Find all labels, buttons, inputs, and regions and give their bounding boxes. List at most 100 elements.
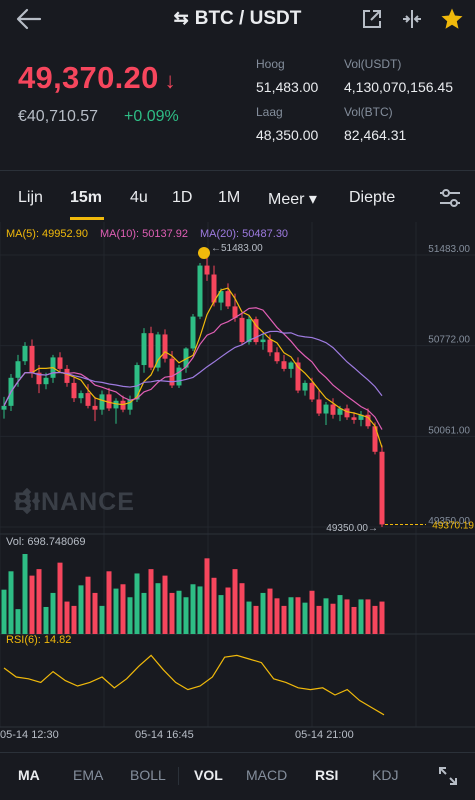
candle-body xyxy=(344,408,350,418)
candle-body xyxy=(358,414,364,420)
volume-bar xyxy=(134,573,140,634)
candle-body xyxy=(127,399,133,410)
indicator-kdj[interactable]: KDJ xyxy=(372,767,399,783)
share-icon[interactable] xyxy=(359,6,385,32)
volume-bar xyxy=(351,606,357,634)
indicator-ma[interactable]: MA xyxy=(18,767,40,783)
divider xyxy=(178,767,179,785)
volume-bar xyxy=(183,597,189,634)
indicator-boll[interactable]: BOLL xyxy=(130,767,166,783)
candle-body xyxy=(78,393,84,399)
candle-body xyxy=(169,358,175,386)
volume-bar xyxy=(372,605,378,634)
volume-bar xyxy=(106,571,112,634)
volume-bar xyxy=(204,558,210,634)
volume-bar xyxy=(78,585,84,634)
indicator-rsi[interactable]: RSI xyxy=(315,767,339,783)
volume-bar xyxy=(330,603,336,634)
high-value: 51,483.00 xyxy=(256,79,319,95)
down-arrow-icon: ↓ xyxy=(164,68,176,93)
volume-bar xyxy=(50,592,56,634)
candle-body xyxy=(22,345,28,362)
candle-body xyxy=(71,382,77,399)
swap-icon: ⇆ xyxy=(173,8,189,28)
tab-1m[interactable]: 1M xyxy=(218,189,241,206)
volume-bar xyxy=(169,592,175,634)
indicator-ema[interactable]: EMA xyxy=(73,767,104,783)
candle-body xyxy=(218,291,224,303)
candle-body xyxy=(204,265,210,275)
high-label: Hoog xyxy=(256,57,285,71)
volume-bar xyxy=(295,597,301,634)
tab-15m[interactable]: 15m xyxy=(70,189,103,206)
volume-bar xyxy=(267,588,273,634)
indicator-bar: MA EMA BOLL VOL MACD RSI KDJ xyxy=(0,752,475,800)
candle-body xyxy=(64,368,70,383)
top-bar: ⇆ BTC / USDT xyxy=(0,0,475,40)
interval-tabs: Lijn 15m 4u 1D 1M Meer ▾ Diepte xyxy=(0,170,475,222)
kline-chart[interactable]: 51483.00 50772.00 50061.00 49350.00 ←51483.0… xyxy=(0,222,475,752)
candle-body xyxy=(113,400,119,409)
volume-bar xyxy=(29,575,35,634)
volume-bar xyxy=(316,605,322,634)
pair-title[interactable]: ⇆ BTC / USDT xyxy=(0,8,475,30)
tab-depth[interactable]: Diepte xyxy=(349,189,396,206)
candle-body xyxy=(379,451,385,525)
tab-more[interactable]: Meer ▾ xyxy=(268,191,317,208)
volume-bar xyxy=(148,569,154,634)
candle-body xyxy=(85,393,91,406)
candle-body xyxy=(323,404,329,414)
fullscreen-icon[interactable] xyxy=(437,765,459,787)
low-price-marker: 49350.00→ xyxy=(326,523,378,534)
low-label: Laag xyxy=(256,105,283,119)
tab-4h[interactable]: 4u xyxy=(130,189,148,206)
candle-body xyxy=(260,339,266,343)
candle-body xyxy=(316,399,322,414)
candle-body xyxy=(232,306,238,318)
indicator-macd[interactable]: MACD xyxy=(246,767,288,783)
compare-icon[interactable] xyxy=(399,6,425,32)
candle-body xyxy=(274,352,280,362)
candle-body xyxy=(225,291,231,307)
candle-body xyxy=(246,319,252,343)
volume-bar xyxy=(365,599,371,634)
chart-settings-icon[interactable] xyxy=(437,185,463,211)
volume-bar xyxy=(246,601,252,634)
tab-1d[interactable]: 1D xyxy=(172,189,193,206)
volume-bar xyxy=(260,592,266,634)
vol-btc-label: Vol(BTC) xyxy=(344,105,393,119)
kline-chart-svg: 51483.00 50772.00 50061.00 49350.00 ←51483.0… xyxy=(0,222,475,728)
rsi-line xyxy=(3,654,385,716)
candle-body xyxy=(106,394,112,409)
vol-usdt-label: Vol(USDT) xyxy=(344,57,402,71)
volume-bar xyxy=(344,599,350,634)
back-arrow-icon[interactable] xyxy=(14,6,44,32)
volume-bar xyxy=(15,609,21,634)
candle-body xyxy=(302,382,308,391)
rsi-label: RSI(6): 14.82 xyxy=(6,634,72,646)
candle-body xyxy=(372,426,378,452)
candle-body xyxy=(120,400,126,410)
volume-bar xyxy=(8,571,14,634)
time-label: 05-14 16:45 xyxy=(135,729,194,741)
volume-bar xyxy=(288,597,294,634)
volume-bar xyxy=(85,576,91,634)
candle-body xyxy=(365,414,371,427)
candle-body xyxy=(211,274,217,303)
candle-body xyxy=(155,334,161,368)
price-axis-label: 50061.00 xyxy=(428,425,470,436)
volume-bar xyxy=(337,595,343,634)
ma20-line xyxy=(3,330,383,407)
candle-body xyxy=(239,317,245,343)
candle-body xyxy=(141,333,147,366)
current-price-tag: 49370.19 xyxy=(432,520,474,531)
ma5-line xyxy=(3,287,383,448)
favorite-star-icon[interactable] xyxy=(439,6,465,32)
volume-bar xyxy=(232,569,238,634)
change-percent: +0.09% xyxy=(124,108,179,125)
volume-bar xyxy=(197,586,203,634)
indicator-vol[interactable]: VOL xyxy=(194,767,223,783)
tab-line[interactable]: Lijn xyxy=(18,189,43,206)
volume-bar xyxy=(323,598,329,634)
candle-body xyxy=(197,265,203,317)
